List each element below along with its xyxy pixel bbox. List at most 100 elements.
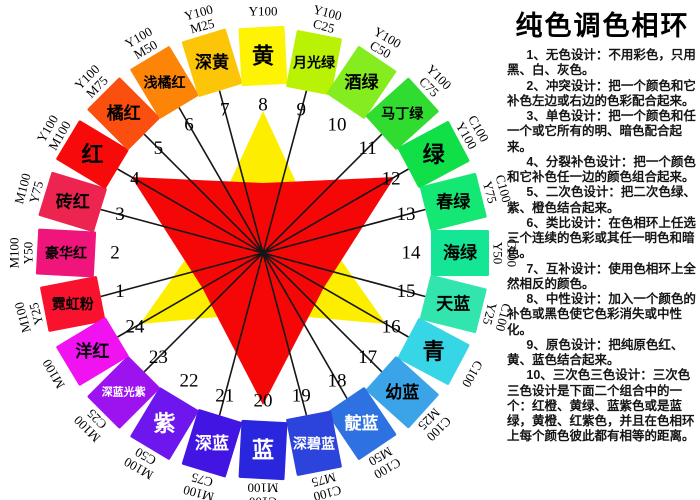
swatch-4	[56, 120, 129, 189]
code-line: M100	[39, 357, 68, 391]
guide-panel: 纯色调色相环 1、无色设计：不用彩色，只用黑、白、灰色。 2、冲突设计：把一个颜色…	[507, 2, 698, 445]
swatch-name-9: 月光绿	[292, 55, 336, 71]
swatch-number-13: 13	[396, 204, 415, 225]
swatch-name-12: 绿	[423, 142, 446, 167]
swatch-number-19: 19	[292, 385, 311, 406]
swatch-name-14: 海绿	[443, 243, 478, 263]
swatch-rect-19	[286, 410, 342, 476]
swatch-10	[326, 46, 397, 119]
swatch-rect-22	[130, 387, 199, 460]
code-line: Y25	[26, 301, 46, 327]
swatch-number-12: 12	[382, 169, 401, 190]
swatch-6	[130, 46, 199, 119]
swatch-rect-14	[431, 230, 489, 276]
code-line: Y25	[480, 301, 500, 327]
swatch-9	[286, 30, 342, 96]
swatch-rect-3	[38, 171, 107, 233]
guide-item-6: 6、类比设计：在色相环上任选三个连续的色彩或其任一明色和暗色。	[507, 215, 696, 261]
swatch-code-2: M100 Y50	[7, 237, 36, 268]
swatch-number-16: 16	[382, 317, 401, 338]
guide-item-4: 4、分裂补色设计：把一个颜色和它补色任一边的颜色组合起来。	[507, 154, 696, 184]
code-line: C25	[311, 16, 336, 36]
swatch-17	[365, 356, 439, 429]
guide-item-8: 8、中性设计：加入一个颜色的补色或黑色使它色彩消失或中性化。	[507, 292, 696, 337]
guide-item-7: 7、互补设计：使用色相环上全然相反的颜色。	[507, 261, 696, 291]
guide-item-9: 9、原色设计：把纯原色红、黄、蓝色结合起来。	[507, 337, 684, 367]
swatch-name-1: 霓虹粉	[52, 296, 94, 312]
swatch-number-4: 4	[130, 169, 140, 190]
code-line: M100	[247, 481, 278, 496]
swatch-name-16: 青	[423, 339, 445, 364]
swatch-name-24: 洋红	[75, 341, 109, 361]
swatch-name-8: 黄	[252, 44, 274, 69]
swatch-number-17: 17	[358, 347, 377, 368]
code-line: M75	[310, 470, 338, 491]
guide-item-5: 5、二次色设计：把二次色绿、紫、橙色结合起来。	[507, 185, 696, 215]
swatch-number-7: 7	[220, 100, 230, 121]
swatch-code-8: Y100	[249, 4, 278, 19]
code-line: Y75	[480, 179, 500, 205]
swatch-number-23: 23	[149, 347, 168, 368]
swatch-name-5: 橘红	[106, 103, 141, 123]
code-line: Y50	[21, 242, 36, 264]
swatch-rect-17	[365, 356, 439, 429]
swatch-3	[38, 171, 107, 233]
guide-item-2: 2、冲突设计：把一个颜色和它补色左边或右边的色彩配合起来。	[507, 78, 696, 108]
swatch-rect-15	[419, 274, 487, 334]
swatch-rect-8	[238, 25, 288, 87]
code-line: C75	[190, 470, 215, 490]
red-triad-star	[131, 177, 395, 405]
swatch-rect-18	[326, 387, 397, 460]
swatch-21	[181, 409, 243, 478]
swatch-name-15: 天蓝	[436, 294, 470, 313]
code-line: C100	[493, 173, 515, 204]
swatch-20	[238, 419, 288, 481]
code-line: C100	[249, 495, 277, 500]
swatch-rect-10	[326, 46, 397, 119]
swatch-1	[40, 276, 106, 332]
swatch-12	[397, 121, 470, 188]
swatch-rect-9	[286, 30, 342, 96]
swatch-rect-1	[40, 276, 106, 332]
code-line: Y100	[312, 2, 344, 24]
swatch-rect-5	[87, 77, 160, 150]
swatch-rect-24	[56, 317, 129, 386]
swatch-code-24: M100	[39, 357, 68, 391]
swatch-number-3: 3	[115, 204, 125, 225]
swatch-rect-21	[181, 409, 243, 478]
swatch-2	[35, 228, 97, 278]
swatch-name-2: 豪华红	[45, 245, 87, 261]
swatch-number-22: 22	[180, 371, 199, 392]
swatch-rect-13	[419, 172, 487, 232]
code-line: C100	[493, 302, 515, 333]
swatch-15	[419, 274, 487, 334]
complementary-line-12-24	[117, 168, 409, 338]
swatch-name-4: 红	[81, 142, 103, 167]
swatch-number-5: 5	[154, 138, 164, 159]
swatch-rect-16	[397, 318, 470, 385]
swatch-5	[87, 77, 160, 150]
swatch-number-1: 1	[115, 281, 125, 302]
swatch-number-15: 15	[396, 281, 415, 302]
swatch-23	[87, 356, 160, 429]
swatch-18	[326, 387, 397, 460]
swatch-16	[397, 318, 470, 385]
swatch-rect-11	[365, 77, 439, 150]
swatch-number-10: 10	[328, 114, 347, 135]
swatch-24	[56, 317, 129, 386]
swatch-number-21: 21	[215, 385, 234, 406]
swatch-19	[286, 410, 342, 476]
swatch-number-6: 6	[184, 114, 194, 135]
code-line: C100	[505, 239, 520, 267]
swatch-name-11: 马丁绿	[381, 106, 424, 122]
swatch-name-7: 深黄	[195, 52, 229, 72]
swatch-name-10: 酒绿	[345, 72, 380, 92]
